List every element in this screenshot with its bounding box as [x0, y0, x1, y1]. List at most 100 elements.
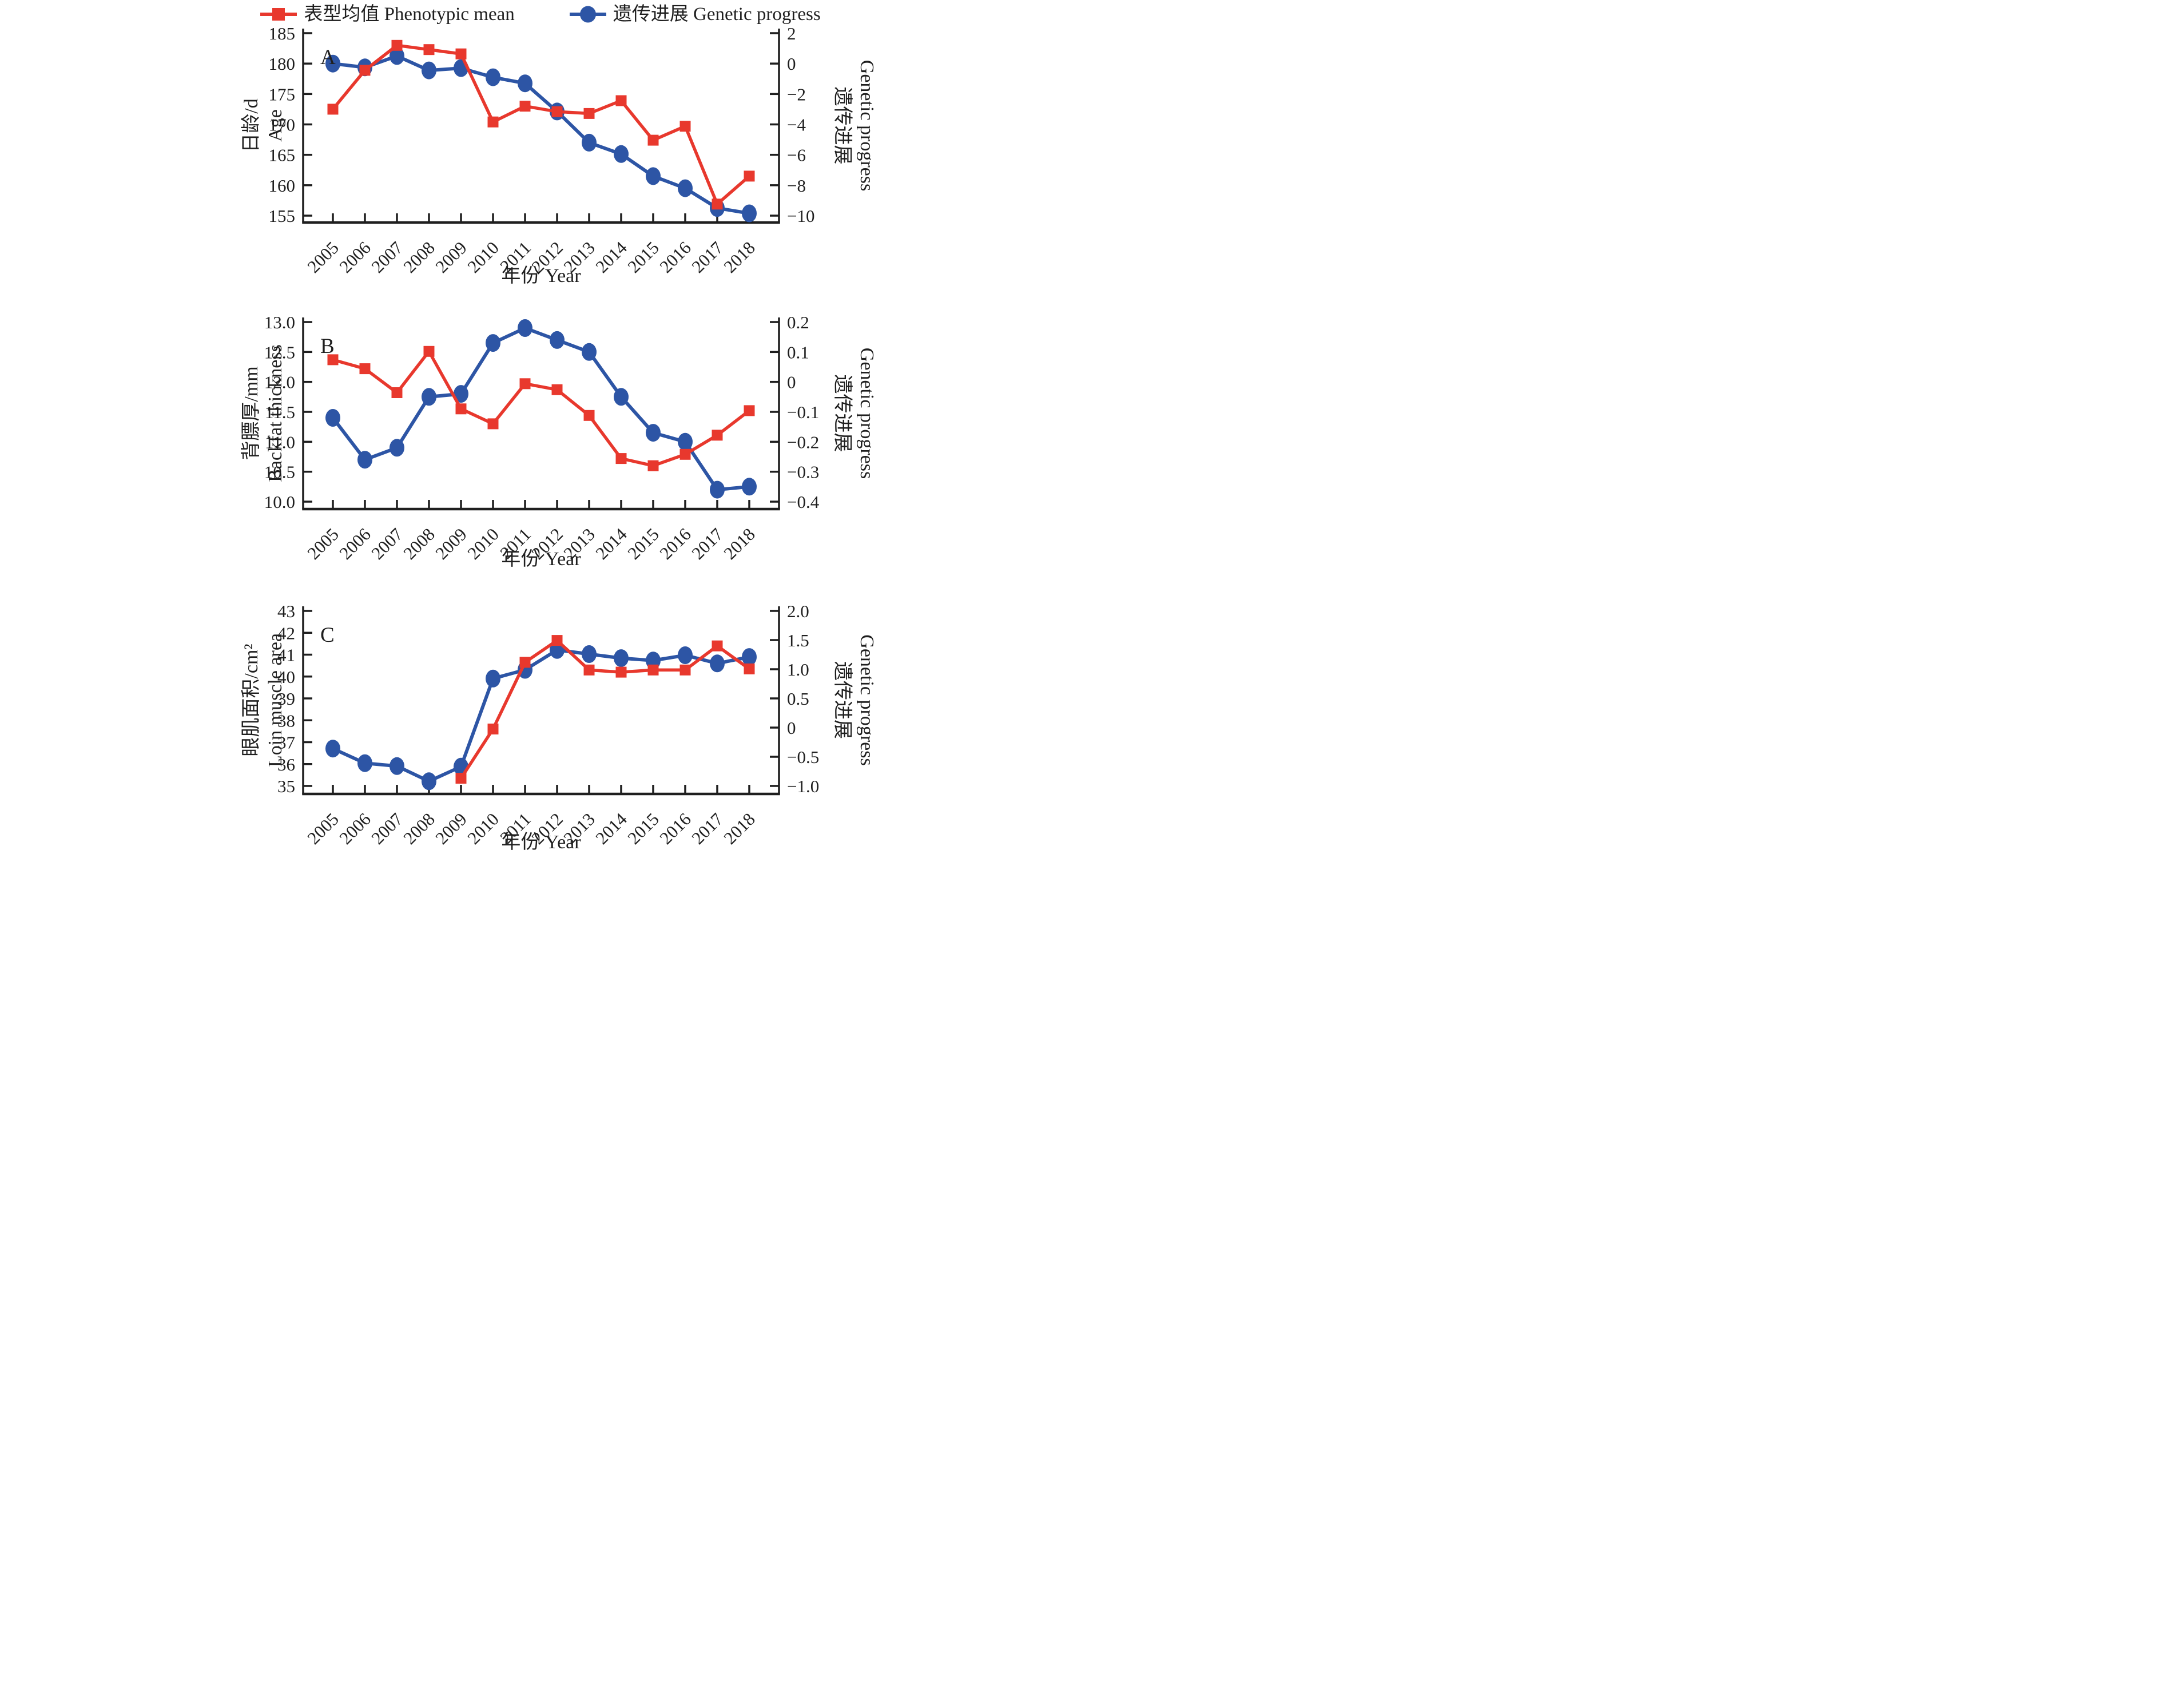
data-point	[325, 740, 340, 758]
data-point	[422, 61, 436, 80]
data-point	[359, 65, 371, 76]
x-tick-label: 2016	[655, 237, 695, 277]
x-tick-label: 2008	[399, 524, 439, 563]
right-tick-label: 0	[787, 718, 796, 738]
data-point	[712, 198, 723, 210]
data-point	[710, 654, 725, 673]
right-axis-title-en: Genetic progress	[856, 60, 877, 191]
data-point	[744, 663, 755, 674]
data-point	[614, 145, 629, 163]
data-point	[678, 646, 693, 664]
data-point	[357, 451, 372, 469]
data-point	[710, 480, 725, 499]
right-tick-label: 2	[787, 23, 796, 43]
left-tick-label: 170	[269, 115, 296, 135]
legend-item-phenotypic-mean: 表型均值 Phenotypic mean	[260, 3, 515, 25]
x-tick-label: 2014	[591, 809, 631, 848]
left-axis-title-en: Loin muscle area	[265, 633, 286, 767]
data-point	[518, 74, 532, 93]
left-tick-label: 37	[277, 733, 295, 753]
data-point	[678, 432, 693, 451]
data-point	[455, 48, 467, 59]
x-tick-label: 2018	[720, 809, 759, 848]
left-tick-label: 180	[269, 54, 296, 74]
data-point	[325, 409, 340, 427]
data-point	[390, 47, 404, 65]
left-tick-label: 175	[269, 84, 296, 104]
data-point	[647, 664, 659, 676]
left-tick-label: 35	[277, 776, 295, 796]
x-tick-label: 2007	[367, 809, 407, 848]
data-point	[487, 116, 499, 128]
data-point	[744, 405, 755, 416]
right-tick-label: −0.3	[787, 462, 819, 482]
x-tick-label: 2017	[687, 524, 727, 563]
left-tick-label: 155	[269, 206, 296, 226]
data-point	[391, 39, 403, 51]
right-tick-label: −0.2	[787, 432, 819, 452]
panel-B: 13.0 12.5 12.0 11.5 11.0 10.5 10.0 0.2 0.1 0 −0.1 −…	[240, 312, 877, 570]
right-tick-label: −8	[787, 176, 806, 196]
data-point	[454, 385, 468, 403]
data-point	[742, 204, 757, 223]
x-tick-label: 2010	[463, 809, 503, 848]
right-tick-label: −4	[787, 115, 806, 135]
data-point	[582, 645, 597, 663]
right-tick-label: 0.1	[787, 342, 809, 362]
right-tick-label: 2.0	[787, 601, 809, 621]
x-tick-label: 2017	[687, 237, 727, 277]
right-tick-label: 1.0	[787, 660, 809, 680]
x-tick-label: 2018	[720, 524, 759, 563]
data-point	[391, 387, 403, 398]
x-tick-label: 2010	[463, 237, 503, 277]
data-point	[422, 772, 436, 791]
data-point	[390, 439, 404, 457]
x-tick-label: 2018	[720, 237, 759, 277]
data-point	[551, 384, 563, 395]
data-point	[678, 179, 693, 197]
x-tick-label: 2016	[655, 524, 695, 563]
left-tick-label: 185	[269, 23, 296, 43]
x-axis-title: 年份 Year	[501, 548, 581, 570]
right-tick-label: −1.0	[787, 776, 819, 796]
data-point	[325, 54, 340, 73]
x-tick-label: 2007	[367, 524, 407, 563]
data-point	[519, 657, 531, 668]
x-tick-label: 2007	[367, 237, 407, 277]
left-axis-title-zh: 日龄/d	[240, 98, 262, 152]
data-point	[551, 635, 563, 646]
x-tick-label: 2009	[431, 809, 471, 848]
right-tick-label: 0.2	[787, 312, 809, 332]
data-point	[646, 424, 661, 442]
x-tick-label: 2015	[623, 237, 663, 277]
data-point	[582, 133, 597, 152]
series-phenotypic-mean	[327, 39, 755, 210]
data-point	[487, 724, 499, 734]
data-point	[327, 104, 339, 115]
data-point	[647, 134, 659, 146]
panel-letter: C	[320, 623, 335, 647]
data-point	[712, 640, 723, 652]
data-point	[359, 363, 371, 375]
left-tick-label: 165	[269, 145, 296, 165]
x-tick-label: 2014	[591, 524, 631, 563]
phenotypic-mean-marker-icon	[260, 8, 297, 21]
data-point	[583, 664, 595, 676]
panel-C: 4342414039383736352.01.51.00.50−0.5−1.02…	[241, 601, 877, 853]
x-tick-label: 2009	[431, 237, 471, 277]
left-axis-title-zh: 眼肌面积/cm²	[241, 644, 262, 756]
data-point	[679, 448, 691, 460]
x-tick-label: 2005	[303, 524, 343, 563]
legend: 表型均值 Phenotypic mean 遗传进展 Genetic progre…	[0, 3, 1081, 25]
data-point	[583, 410, 595, 421]
data-point	[646, 167, 661, 185]
x-tick-label: 2016	[655, 809, 695, 848]
right-tick-label: −0.5	[787, 747, 819, 767]
data-point	[327, 354, 339, 366]
right-tick-label: −10	[787, 206, 814, 226]
x-tick-label: 2015	[623, 809, 663, 848]
data-point	[519, 101, 531, 112]
panel-A: 18518017517016516015520−2−4−6−8−10200520…	[240, 23, 877, 287]
x-tick-label: 2006	[335, 237, 375, 277]
